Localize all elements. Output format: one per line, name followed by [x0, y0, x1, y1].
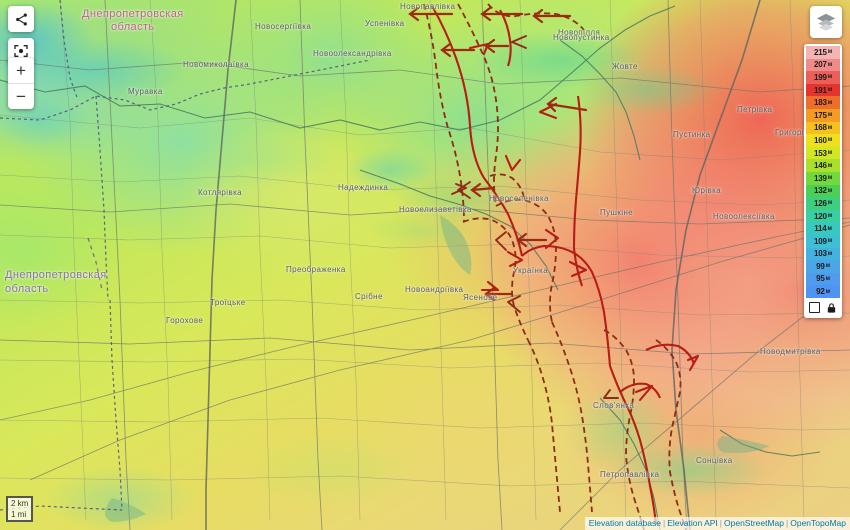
legend-unit: м: [827, 238, 832, 245]
legend-row[interactable]: 146 м: [806, 159, 840, 172]
legend-value: 168: [814, 123, 827, 133]
legend-unit: м: [827, 162, 832, 169]
legend-value: 92: [816, 287, 825, 297]
administrative-boundary: [0, 0, 371, 511]
legend-row[interactable]: 92 м: [806, 285, 840, 298]
legend-unit: м: [827, 124, 832, 131]
legend-unit: м: [825, 263, 830, 270]
frontline-solid: [431, 5, 695, 525]
zoom-out-button[interactable]: −: [16, 86, 26, 106]
attribution-separator: |: [719, 518, 722, 528]
legend-row[interactable]: 168 м: [806, 121, 840, 135]
scale-metric: 2 km: [6, 496, 34, 509]
legend-unit: м: [825, 275, 830, 282]
legend-row[interactable]: 207 м: [806, 58, 840, 72]
legend-value: 183: [814, 98, 827, 108]
zoom-in-button[interactable]: +: [8, 58, 34, 84]
legend-row[interactable]: 120 м: [806, 209, 840, 223]
share-icon: [15, 13, 27, 25]
legend-value: 175: [814, 110, 827, 120]
region-boundary-dashed: [87, 237, 103, 291]
legend-row[interactable]: 132 м: [806, 184, 840, 198]
legend-unit: м: [827, 87, 832, 94]
legend-unit: м: [827, 175, 832, 182]
legend-value: 199: [814, 72, 827, 82]
legend-row[interactable]: 191 м: [806, 83, 840, 97]
legend-row[interactable]: 215 м: [806, 46, 840, 59]
legend-row[interactable]: 103 м: [806, 247, 840, 261]
legend-row[interactable]: 153 м: [806, 146, 840, 160]
legend-unit: м: [827, 150, 832, 157]
primary-road: [205, 0, 761, 530]
attribution-link[interactable]: OpenStreetMap: [724, 518, 785, 528]
legend-value: 153: [814, 148, 827, 158]
legend-value: 126: [814, 198, 827, 208]
legend-unit: м: [827, 99, 832, 106]
attribution-separator: |: [663, 518, 666, 528]
legend-unit: м: [827, 49, 832, 56]
legend-value: 99: [816, 261, 825, 271]
rivers: [0, 5, 821, 530]
layers-icon: [816, 13, 836, 31]
legend-value: 109: [814, 236, 827, 246]
legend-row[interactable]: 183 м: [806, 96, 840, 109]
legend-value: 95: [816, 274, 825, 284]
legend-value: 191: [814, 85, 827, 95]
legend-value: 132: [814, 186, 827, 196]
elevation-legend[interactable]: 215 м 207 м 199 м 191 м 183 м 175 м 168 м 160 м 153 м 146 м…: [804, 44, 842, 318]
layers-button[interactable]: [810, 6, 842, 38]
legend-row[interactable]: 160 м: [806, 134, 840, 147]
legend-row[interactable]: 139 м: [806, 171, 840, 185]
legend-row[interactable]: 95 м: [806, 272, 840, 286]
lock-icon[interactable]: [826, 302, 837, 314]
legend-row[interactable]: 199 м: [806, 71, 840, 84]
legend-unit: м: [827, 225, 832, 232]
legend-unit: м: [827, 137, 832, 144]
legend-unit: м: [827, 112, 832, 119]
legend-unit: м: [827, 74, 832, 81]
legend-value: 114: [814, 224, 827, 234]
legend-value: 215: [814, 47, 827, 57]
attribution-link[interactable]: Elevation database: [588, 518, 661, 528]
legend-row[interactable]: 175 м: [806, 108, 840, 122]
legend-unit: м: [827, 61, 832, 68]
legend-row[interactable]: 126 м: [806, 197, 840, 210]
zoom-controls[interactable]: + −: [8, 58, 34, 109]
legend-checkbox[interactable]: [809, 302, 820, 314]
legend-value: 120: [814, 211, 827, 221]
attribution-bar[interactable]: Elevation database | Elevation API | OpenStr…: [584, 517, 850, 530]
legend-value: 146: [814, 161, 827, 171]
attribution-separator: |: [786, 518, 789, 528]
legend-value: 139: [814, 173, 827, 183]
crosshair-icon: [14, 45, 28, 57]
legend-unit: м: [827, 200, 832, 207]
legend-unit: м: [825, 288, 830, 295]
share-button[interactable]: [8, 6, 34, 32]
advance-arrows-top: [408, 6, 588, 302]
scale-bar: 2 km 1 mi: [6, 496, 34, 522]
scale-imperial: 1 mi: [6, 509, 34, 522]
attribution-link[interactable]: Elevation API: [667, 518, 718, 528]
legend-unit: м: [827, 250, 832, 257]
frontline-dashed-arrowheads: [451, 35, 619, 399]
attribution-link[interactable]: OpenTopoMap: [790, 518, 846, 528]
legend-footer[interactable]: [806, 297, 840, 316]
legend-row[interactable]: 109 м: [806, 234, 840, 248]
legend-value: 103: [814, 249, 827, 259]
legend-row[interactable]: 99 м: [806, 260, 840, 273]
legend-value: 207: [814, 60, 827, 70]
legend-unit: м: [827, 187, 832, 194]
legend-value: 160: [814, 135, 827, 145]
legend-row[interactable]: 114 м: [806, 222, 840, 235]
water-bodies: [105, 215, 770, 522]
legend-unit: м: [827, 213, 832, 220]
